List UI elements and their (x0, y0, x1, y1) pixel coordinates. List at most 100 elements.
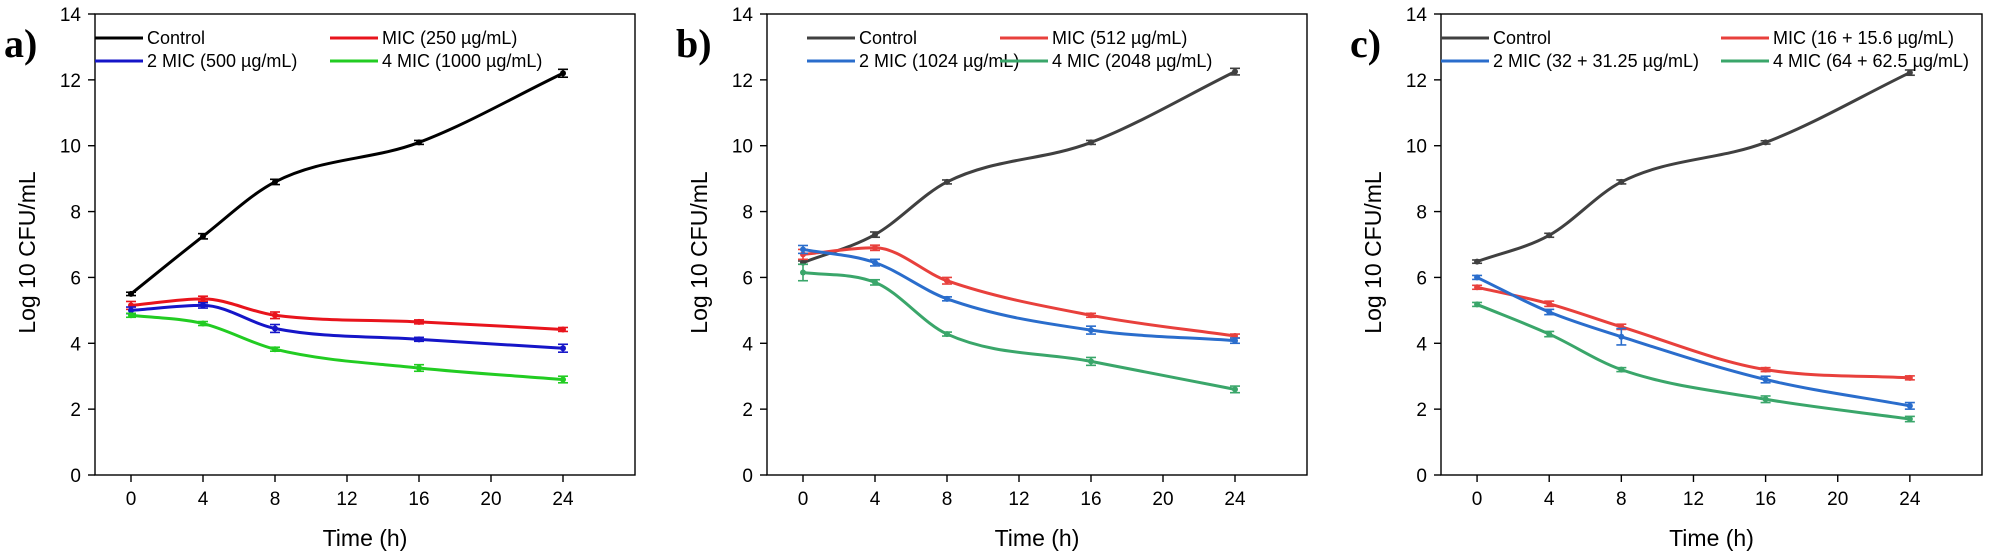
series-line (130, 313, 564, 382)
data-point (1546, 331, 1553, 338)
data-point (272, 346, 278, 353)
data-point (1088, 312, 1094, 319)
y-tick-label: 6 (1416, 268, 1427, 289)
panel-label: c) (1350, 21, 1381, 66)
data-point (800, 269, 806, 276)
x-tick-label: 24 (552, 489, 574, 510)
legend-label: Control (1493, 28, 1551, 48)
legend-label: 4 MIC (1000 µg/mL) (382, 51, 542, 71)
data-point (1618, 366, 1625, 373)
x-tick-label: 12 (1008, 489, 1029, 510)
data-point (1546, 309, 1553, 316)
x-tick-label: 24 (1224, 489, 1246, 510)
x-tick-label: 8 (942, 489, 953, 510)
data-point (800, 246, 806, 253)
y-tick-label: 2 (70, 400, 81, 421)
data-point (1546, 232, 1553, 239)
y-tick-label: 12 (732, 71, 753, 92)
x-tick-label: 8 (1616, 489, 1627, 510)
data-point (944, 277, 950, 284)
data-point (200, 320, 206, 327)
y-tick-label: 0 (70, 466, 81, 487)
x-tick-label: 8 (270, 489, 281, 510)
legend-label: 2 MIC (1024 µg/mL) (859, 51, 1019, 71)
data-point (1546, 300, 1553, 307)
y-axis-title: Log 10 CFU/mL (1360, 171, 1386, 334)
series-line (802, 70, 1236, 265)
y-tick-label: 6 (742, 268, 753, 289)
y-tick-label: 8 (1416, 203, 1427, 224)
data-point (1762, 139, 1769, 146)
y-tick-label: 14 (732, 5, 754, 26)
panel-label: a) (4, 21, 37, 66)
data-point (200, 302, 206, 309)
series-line (802, 271, 1236, 391)
data-point (1618, 333, 1625, 340)
x-tick-label: 20 (480, 489, 501, 510)
y-tick-label: 2 (1416, 400, 1427, 421)
y-tick-label: 4 (1416, 334, 1427, 355)
data-point (1906, 69, 1913, 76)
series-line (802, 247, 1236, 343)
y-tick-label: 10 (60, 137, 81, 158)
data-point (560, 345, 566, 352)
y-tick-label: 14 (1406, 5, 1428, 26)
data-point (872, 231, 878, 238)
data-point (272, 312, 278, 319)
data-point (416, 336, 422, 343)
x-tick-label: 16 (408, 489, 429, 510)
series-2: 2 MIC (500 µg/mL) (95, 51, 568, 353)
series-1: MIC (512 µg/mL) (798, 28, 1240, 340)
data-point (944, 178, 950, 185)
y-tick-label: 12 (1406, 71, 1427, 92)
data-point (272, 325, 278, 332)
series-line (802, 246, 1236, 338)
data-point (1762, 366, 1769, 373)
y-tick-label: 14 (60, 5, 82, 26)
series-line (1476, 303, 1911, 421)
series-2: 2 MIC (1024 µg/mL) (798, 51, 1240, 345)
data-point (1232, 68, 1238, 75)
data-point (1232, 337, 1238, 344)
legend-label: 4 MIC (64 + 62.5 µg/mL) (1773, 51, 1969, 71)
series-line (1476, 276, 1911, 408)
x-tick-label: 24 (1899, 489, 1921, 510)
series-line (130, 303, 564, 350)
series-0: Control (798, 28, 1240, 266)
series-1: MIC (16 + 15.6 µg/mL) (1472, 28, 1954, 381)
data-point (1474, 274, 1481, 281)
y-tick-label: 10 (1406, 137, 1427, 158)
x-axis-title: Time (h) (1669, 525, 1754, 551)
legend-label: MIC (16 + 15.6 µg/mL) (1773, 28, 1954, 48)
data-point (1906, 416, 1913, 423)
x-tick-label: 0 (798, 489, 809, 510)
legend-label: MIC (512 µg/mL) (1052, 28, 1187, 48)
legend-label: 2 MIC (32 + 31.25 µg/mL) (1493, 51, 1699, 71)
data-point (560, 70, 566, 77)
y-tick-label: 8 (742, 203, 753, 224)
x-tick-label: 20 (1827, 489, 1848, 510)
y-tick-label: 0 (1416, 466, 1427, 487)
data-point (1088, 327, 1094, 334)
data-point (1618, 178, 1625, 185)
series-1: MIC (250 µg/mL) (126, 28, 568, 333)
x-axis-title: Time (h) (323, 525, 408, 551)
y-tick-label: 8 (70, 203, 81, 224)
series-line (1476, 285, 1910, 380)
series-0: Control (95, 28, 568, 297)
y-tick-label: 10 (732, 137, 753, 158)
data-point (128, 312, 134, 319)
data-point (128, 290, 134, 297)
data-point (416, 139, 422, 146)
data-point (1088, 139, 1094, 146)
legend-label: Control (147, 28, 205, 48)
series-line (130, 71, 564, 296)
series-3: 4 MIC (2048 µg/mL) (798, 51, 1240, 394)
x-tick-label: 16 (1080, 489, 1101, 510)
data-point (1088, 358, 1094, 365)
x-tick-label: 4 (870, 489, 881, 510)
y-tick-label: 4 (742, 334, 753, 355)
